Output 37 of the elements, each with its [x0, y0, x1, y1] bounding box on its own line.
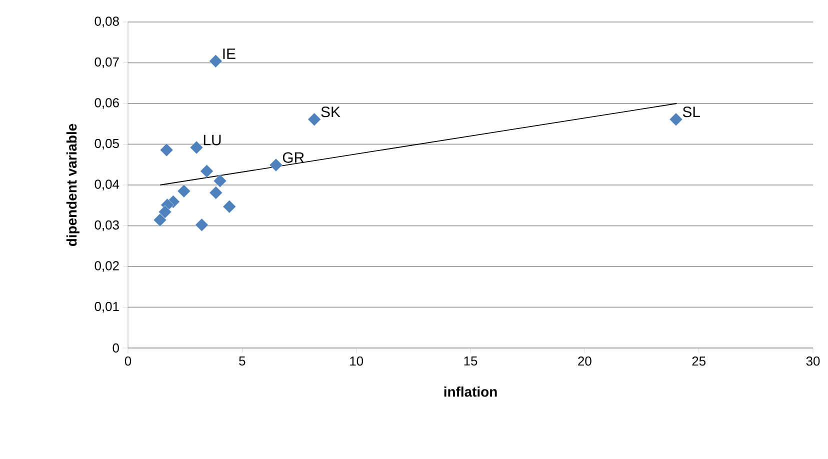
- point: [209, 54, 222, 68]
- point: [190, 140, 204, 154]
- y-tick-label: 0,08: [94, 16, 119, 28]
- x-tick-label: 30: [806, 356, 820, 366]
- point: [222, 200, 236, 214]
- point: [269, 158, 283, 172]
- y-tick-label: 0,05: [94, 138, 119, 150]
- y-tick-label: 0,06: [94, 98, 119, 109]
- x-tick-label: 20: [578, 356, 592, 366]
- y-tick-label: 0,03: [94, 220, 119, 232]
- x-tick-label: 0: [124, 356, 132, 366]
- y-tick-label: 0: [112, 343, 119, 353]
- annotation: IE: [223, 48, 236, 59]
- y-tick-label: 0,04: [94, 180, 120, 190]
- x-tick-label: 5: [239, 356, 246, 366]
- y-tick-label: 0,01: [94, 302, 119, 313]
- point: [195, 218, 208, 232]
- point: [177, 184, 191, 198]
- x-tick-label: 25: [692, 356, 706, 366]
- point: [213, 174, 227, 188]
- point: [153, 213, 167, 227]
- point: [160, 143, 174, 157]
- annotation: LU: [204, 134, 221, 146]
- point: [200, 164, 214, 178]
- point: [158, 205, 172, 219]
- annotation: SK: [321, 106, 340, 118]
- y-axis-title: dipendent variable: [66, 124, 80, 246]
- x-tick-label: 10: [350, 356, 364, 366]
- annotation: GR: [282, 152, 304, 163]
- x-tick-label: 15: [464, 356, 478, 366]
- point: [209, 186, 223, 200]
- y-tick-label: 0,07: [94, 57, 119, 68]
- point: [669, 112, 683, 126]
- annotation: SL: [682, 106, 700, 118]
- x-axis-title: inflation: [444, 386, 497, 397]
- point: [308, 112, 321, 126]
- y-tick-label: 0,02: [94, 261, 119, 272]
